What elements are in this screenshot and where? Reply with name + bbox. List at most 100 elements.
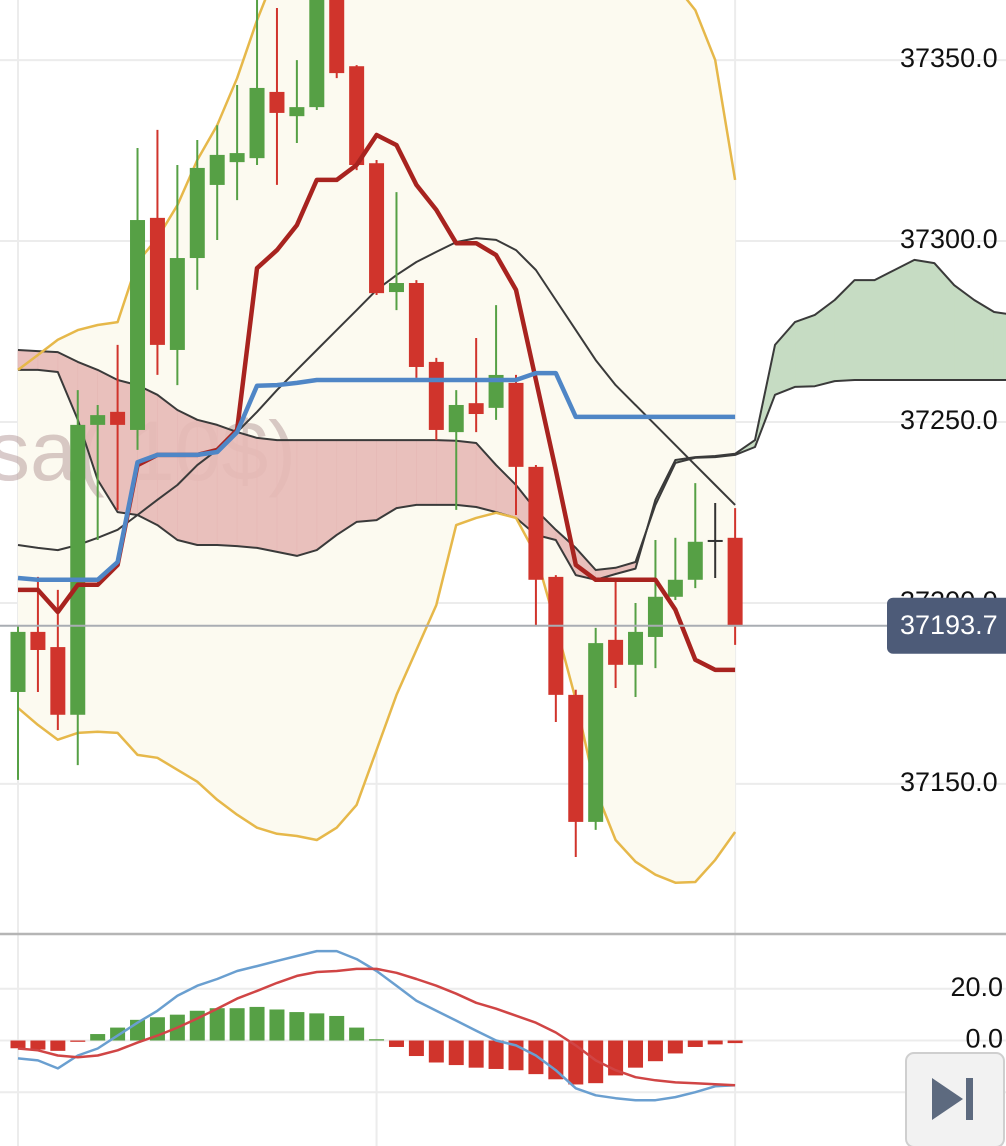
cloud-segment <box>196 419 218 546</box>
candle-body <box>169 258 185 350</box>
price-panel: sa( 10$) <box>0 0 1006 884</box>
candle-body <box>687 541 703 580</box>
candle-body <box>608 639 624 665</box>
histogram-bar <box>588 1040 604 1084</box>
indicator-line <box>17 370 736 583</box>
play-button[interactable] <box>905 1052 1005 1146</box>
last-price-box <box>887 597 1006 654</box>
candle-body <box>110 411 126 425</box>
histogram-bar <box>309 1013 325 1041</box>
candle-body <box>10 631 26 692</box>
histogram-bar <box>388 1040 404 1047</box>
candle-body <box>448 404 464 433</box>
candle-body <box>269 91 285 113</box>
histogram-bar <box>329 1015 345 1041</box>
cloud-segment <box>177 409 198 546</box>
cloud-segment <box>953 284 975 381</box>
histogram-bar <box>488 1040 504 1069</box>
y-tick-label: 37250.0 <box>900 405 998 435</box>
candle-body <box>667 579 683 597</box>
candle-body <box>548 576 564 695</box>
histogram-bar <box>628 1040 644 1068</box>
candle-body <box>189 167 205 259</box>
histogram-bar <box>568 1040 584 1085</box>
macd-line <box>17 949 736 1102</box>
candle-body <box>329 0 345 74</box>
histogram-bar <box>369 1039 385 1041</box>
cloud-segment <box>894 259 915 381</box>
histogram-bar <box>687 1040 703 1047</box>
histogram-bar <box>30 1040 46 1050</box>
cloud-segment <box>794 314 816 388</box>
candle-body <box>309 0 325 108</box>
cloud-segment <box>874 269 895 381</box>
cloud-segment <box>854 279 875 381</box>
candle-body <box>428 361 444 430</box>
histogram-bar <box>608 1040 624 1076</box>
histogram-bar <box>548 1040 564 1080</box>
histogram-bar <box>528 1040 544 1075</box>
candle-body <box>369 163 385 294</box>
histogram-bar <box>269 1009 285 1041</box>
cloud-segment <box>157 394 178 541</box>
y-tick-label: 37350.0 <box>900 43 998 73</box>
histogram-bar <box>289 1012 305 1041</box>
candle-body <box>508 382 524 467</box>
candle-body <box>528 466 544 580</box>
histogram-bar <box>249 1006 265 1041</box>
histogram-bar <box>10 1040 26 1049</box>
histogram-bar <box>647 1040 663 1062</box>
candle-body <box>229 153 245 163</box>
histogram-bar <box>408 1040 424 1057</box>
cloud-segment <box>376 439 397 521</box>
histogram-bar <box>229 1008 245 1041</box>
cloud-segment <box>455 440 477 508</box>
candle-body <box>588 643 604 822</box>
histogram-bar <box>667 1040 683 1054</box>
candle-body <box>727 537 743 626</box>
candle-body <box>149 217 165 345</box>
histogram-bar <box>209 1008 225 1041</box>
histogram-bar <box>50 1040 66 1051</box>
histogram-bar <box>349 1027 365 1041</box>
play-icon <box>932 1078 963 1120</box>
cloud-segment <box>834 279 855 382</box>
candle-body <box>628 631 644 665</box>
y-tick-label: 37300.0 <box>900 224 998 254</box>
cloud-segment <box>973 299 995 381</box>
cloud-segment <box>914 259 935 381</box>
last-price-label: 37193.7 <box>900 610 998 640</box>
cloud-segment <box>336 439 357 536</box>
y-tick-label: 0.0 <box>965 1024 1003 1054</box>
band-lower <box>17 511 737 884</box>
candle-body <box>289 107 305 117</box>
cloud-segment <box>236 431 258 549</box>
candle-body <box>568 694 584 822</box>
candle-body <box>488 374 504 408</box>
candle-body <box>50 647 66 715</box>
cloud-segment <box>436 439 457 506</box>
candle-body <box>707 539 723 542</box>
y-tick-label: 20.0 <box>950 972 1003 1002</box>
candle-body <box>70 424 86 715</box>
histogram-bar <box>468 1040 484 1068</box>
histogram-bar <box>189 1010 205 1041</box>
cloud-segment <box>993 311 1006 381</box>
macd-panel <box>0 949 1006 1102</box>
bar-icon <box>966 1078 973 1120</box>
histogram-bar <box>707 1040 723 1045</box>
histogram-bar <box>727 1040 743 1044</box>
candle-body <box>647 596 663 637</box>
histogram-bar <box>70 1040 86 1042</box>
cloud-segment <box>296 439 318 557</box>
cloud-segment <box>396 439 417 509</box>
candle-body <box>249 87 265 159</box>
cloud-segment <box>256 437 278 553</box>
histogram-bar <box>90 1034 106 1041</box>
macd-line <box>17 967 736 1087</box>
cloud-segment <box>316 439 338 551</box>
candle-body <box>130 220 146 430</box>
y-tick-label: 37150.0 <box>900 767 998 797</box>
